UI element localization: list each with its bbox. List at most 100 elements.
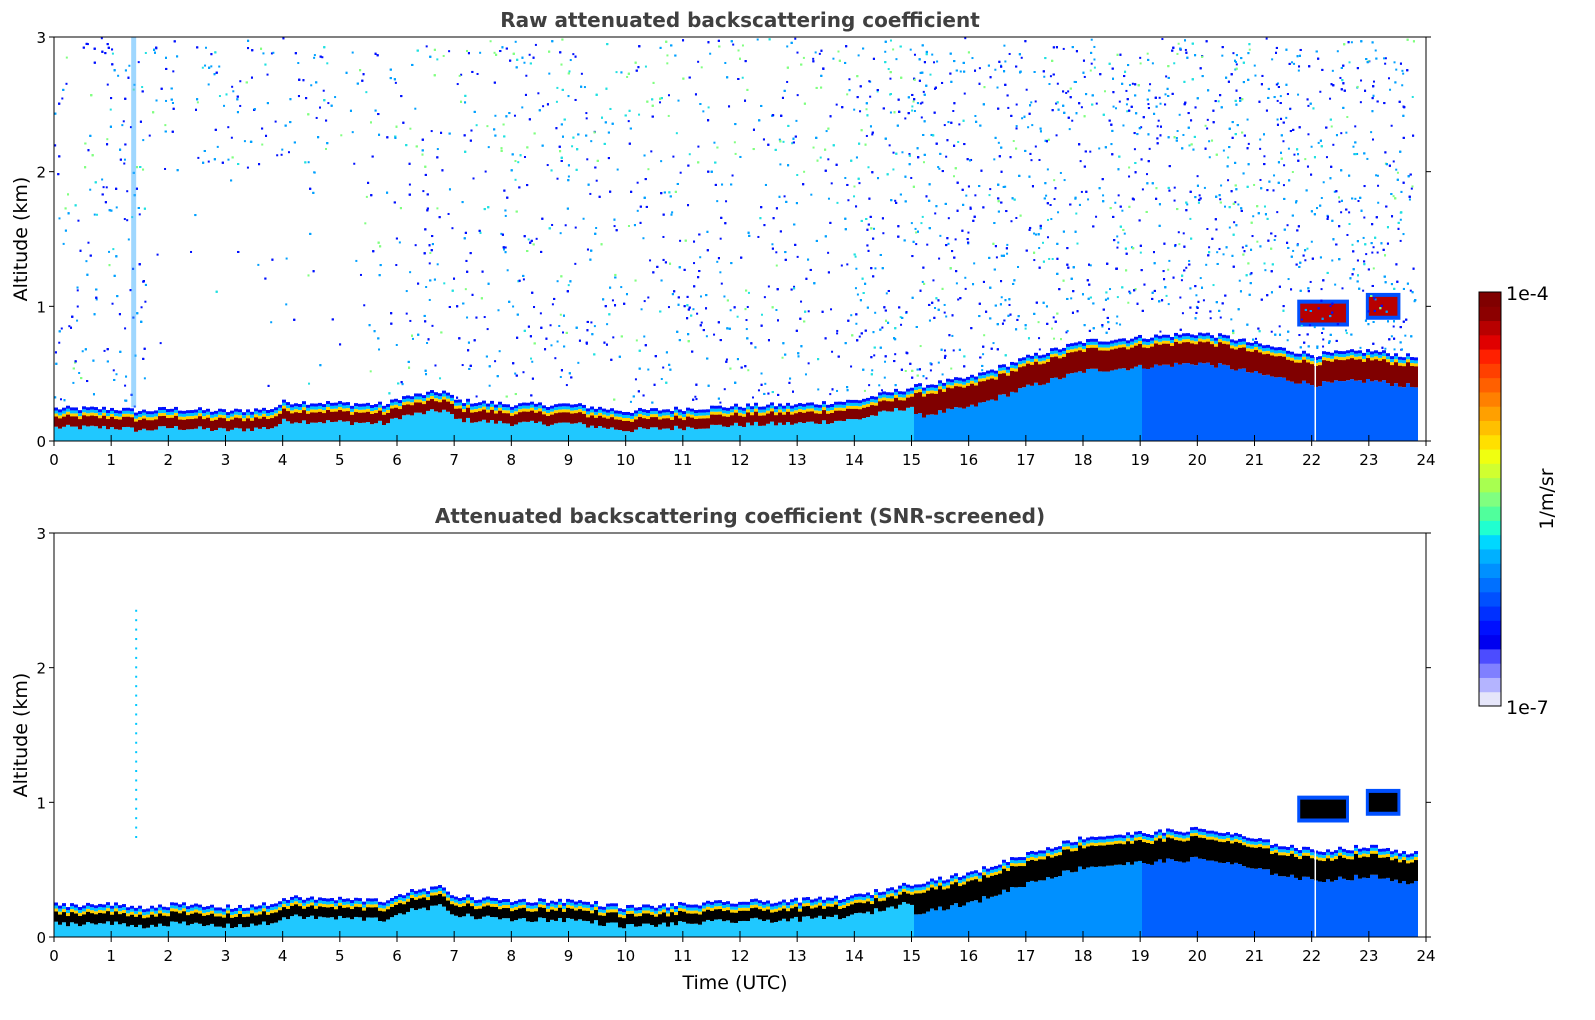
noise-dot — [707, 106, 710, 109]
noise-dot — [904, 117, 907, 120]
noise-dot — [786, 45, 789, 48]
heatmap-cell — [1346, 350, 1350, 354]
heatmap-cell — [302, 401, 306, 405]
noise-dot — [783, 195, 786, 198]
noise-dot — [1304, 158, 1307, 161]
noise-dot — [1048, 257, 1051, 260]
heatmap-cell — [758, 412, 762, 416]
noise-dot — [993, 158, 996, 161]
heatmap-cell — [138, 414, 142, 418]
noise-dot — [693, 262, 696, 265]
heatmap-cell — [1330, 382, 1334, 441]
noise-dot — [1130, 246, 1133, 249]
heatmap-cell — [906, 391, 910, 395]
noise-dot — [667, 306, 670, 309]
heatmap-cell — [378, 420, 382, 441]
noise-dot — [1004, 185, 1007, 188]
noise-dot — [76, 289, 79, 292]
heatmap-cell — [1042, 384, 1046, 441]
noise-dot — [795, 119, 798, 122]
noise-dot — [58, 341, 61, 344]
heatmap-cell — [1094, 344, 1098, 348]
heatmap-cell — [74, 410, 78, 414]
heatmap-cell — [1414, 360, 1418, 364]
noise-dot — [804, 373, 807, 376]
heatmap-cell — [1174, 362, 1178, 441]
heatmap-cell — [814, 412, 818, 424]
heatmap-cell — [918, 413, 922, 441]
heatmap-cell — [1298, 353, 1302, 357]
heatmap-cell — [146, 414, 150, 418]
noise-dot — [627, 120, 630, 123]
heatmap-cell — [898, 399, 902, 411]
heatmap-cell — [490, 409, 494, 421]
heatmap-cell — [818, 423, 822, 441]
heatmap-cell — [482, 409, 486, 420]
noise-dot — [365, 91, 368, 94]
noise-dot — [1345, 332, 1348, 335]
heatmap-cell — [598, 409, 602, 413]
noise-dot — [1390, 124, 1393, 127]
noise-dot — [933, 87, 936, 90]
noise-dot — [992, 342, 995, 345]
noise-dot — [141, 86, 144, 89]
heatmap-cell — [1250, 345, 1254, 349]
noise-dot — [572, 53, 575, 56]
noise-dot — [96, 213, 99, 216]
heatmap-cell — [1050, 356, 1054, 379]
noise-dot — [574, 226, 577, 229]
heatmap-cell — [1310, 355, 1314, 359]
heatmap-cell — [550, 424, 554, 441]
heatmap-cell — [350, 414, 354, 426]
heatmap-cell — [242, 418, 246, 422]
noise-dot — [997, 141, 1000, 144]
heatmap-cell — [462, 406, 466, 410]
heatmap-cell — [310, 422, 314, 441]
heatmap-cell — [822, 407, 826, 411]
heatmap-cell — [718, 411, 722, 415]
heatmap-cell — [762, 414, 766, 426]
heatmap-cell — [646, 416, 650, 420]
noise-dot — [204, 64, 207, 67]
noise-dot — [1000, 296, 1003, 299]
noise-dot — [1168, 259, 1171, 262]
noise-dot — [884, 360, 887, 363]
noise-dot — [504, 214, 507, 217]
heatmap-cell — [258, 415, 262, 419]
noise-dot — [1338, 200, 1341, 203]
heatmap-cell — [1350, 352, 1354, 356]
noise-dot — [932, 279, 935, 282]
noise-dot — [1055, 134, 1058, 137]
heatmap-cell — [1306, 356, 1310, 360]
noise-dot — [1216, 251, 1219, 254]
heatmap-cell — [134, 418, 138, 422]
noise-dot — [887, 68, 890, 71]
heatmap-cell — [778, 403, 782, 407]
noise-dot — [662, 235, 665, 238]
heatmap-cell — [122, 416, 126, 428]
heatmap-cell — [1046, 355, 1050, 359]
heatmap-cell — [958, 380, 962, 384]
noise-dot — [1206, 127, 1209, 130]
noise-dot — [580, 72, 583, 75]
noise-dot — [1063, 179, 1066, 182]
heatmap-cell — [446, 401, 450, 412]
heatmap-cell — [778, 409, 782, 413]
noise-dot — [559, 232, 562, 235]
heatmap-cell — [550, 414, 554, 425]
noise-dot — [276, 154, 279, 157]
heatmap-cell — [406, 395, 410, 399]
heatmap-cell — [1154, 340, 1158, 344]
noise-dot — [812, 57, 815, 60]
heatmap-cell — [870, 396, 874, 400]
heatmap-cell — [434, 395, 438, 399]
heatmap-cell — [846, 399, 850, 403]
heatmap-cell — [782, 408, 786, 412]
heatmap-cell — [730, 425, 734, 441]
noise-dot — [958, 123, 961, 126]
heatmap-cell — [122, 427, 126, 441]
heatmap-cell — [654, 427, 658, 441]
noise-dot — [854, 287, 857, 290]
heatmap-cell — [1398, 365, 1402, 387]
noise-dot — [322, 89, 325, 92]
